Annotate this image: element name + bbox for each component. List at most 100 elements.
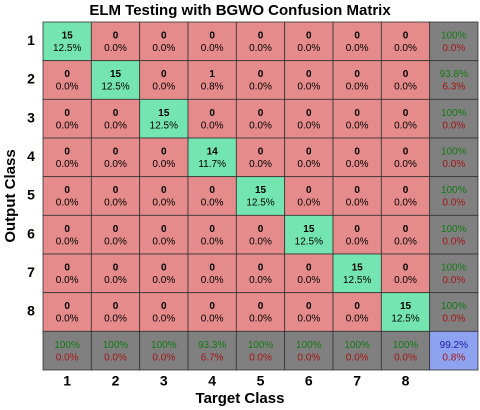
cell bbox=[332, 98, 382, 139]
cell bbox=[235, 176, 286, 216]
cell-value: 100% bbox=[54, 340, 80, 351]
cell-percent: 6.3% bbox=[442, 82, 465, 93]
cell-value: 0 bbox=[113, 263, 119, 274]
cell-value: 100% bbox=[441, 147, 467, 158]
x-tick-label: 8 bbox=[402, 373, 410, 389]
cell-percent: 0.0% bbox=[104, 352, 127, 363]
cell bbox=[139, 214, 189, 255]
cell bbox=[380, 21, 431, 62]
x-tick-label: 2 bbox=[112, 373, 120, 389]
cell-percent: 0.0% bbox=[249, 236, 272, 247]
cell bbox=[429, 21, 479, 62]
cell-value: 0 bbox=[161, 263, 167, 274]
x-tick-label: 6 bbox=[305, 373, 313, 389]
cell-percent: 0.0% bbox=[249, 314, 272, 325]
cell bbox=[429, 292, 479, 332]
cell-percent: 0.0% bbox=[56, 198, 79, 209]
cell-percent: 0.0% bbox=[56, 314, 79, 325]
cell bbox=[187, 176, 237, 216]
y-tick-label: 7 bbox=[27, 264, 35, 280]
cell bbox=[90, 253, 141, 294]
cell-percent: 0.0% bbox=[394, 275, 417, 286]
cell-value: 0 bbox=[403, 224, 409, 235]
cell-percent: 0.0% bbox=[346, 82, 369, 93]
cell-value: 0 bbox=[209, 224, 215, 235]
cell-value: 0 bbox=[64, 224, 70, 235]
cell-percent: 0.0% bbox=[152, 82, 175, 93]
cell-value: 0 bbox=[354, 31, 360, 42]
cell-percent: 0.0% bbox=[201, 120, 224, 131]
y-tick-label: 4 bbox=[27, 148, 35, 164]
cell bbox=[429, 98, 479, 139]
cell-value: 0 bbox=[113, 301, 119, 312]
cell-value: 93.3% bbox=[198, 340, 226, 351]
cell-value: 0 bbox=[209, 301, 215, 312]
cell-value: 100% bbox=[103, 340, 129, 351]
cell-percent: 0.0% bbox=[297, 82, 320, 93]
cell bbox=[380, 214, 431, 255]
cell-value: 0 bbox=[161, 31, 167, 42]
y-tick-label: 1 bbox=[27, 32, 35, 48]
cell-percent: 0.0% bbox=[56, 159, 79, 170]
cell-value: 0 bbox=[209, 108, 215, 119]
cell-percent: 0.0% bbox=[152, 43, 175, 54]
cell-value: 0 bbox=[209, 185, 215, 196]
cell-percent: 0.0% bbox=[442, 314, 465, 325]
cell-percent: 0.0% bbox=[201, 275, 224, 286]
cell-percent: 0.0% bbox=[442, 236, 465, 247]
cell-value: 0 bbox=[64, 185, 70, 196]
cell bbox=[42, 21, 92, 62]
cell-percent: 0.0% bbox=[249, 275, 272, 286]
cell bbox=[139, 292, 189, 332]
cell-percent: 0.0% bbox=[104, 275, 127, 286]
cell bbox=[187, 60, 237, 100]
cell bbox=[332, 137, 382, 178]
cell-percent: 0.0% bbox=[297, 43, 320, 54]
x-tick-label: 5 bbox=[257, 373, 265, 389]
cell bbox=[332, 330, 382, 371]
cell bbox=[429, 176, 479, 216]
cell-value: 0 bbox=[403, 108, 409, 119]
cell-value: 0 bbox=[161, 185, 167, 196]
cell-percent: 0.0% bbox=[201, 314, 224, 325]
cell bbox=[332, 214, 382, 255]
cell-percent: 0.0% bbox=[104, 43, 127, 54]
cell-percent: 12.5% bbox=[343, 275, 371, 286]
cell bbox=[380, 292, 431, 332]
cell-percent: 12.5% bbox=[246, 198, 274, 209]
cell-percent: 0.0% bbox=[56, 352, 79, 363]
cell-percent: 0.0% bbox=[297, 120, 320, 131]
cell-percent: 0.0% bbox=[442, 120, 465, 131]
cell bbox=[90, 330, 141, 371]
cell-percent: 0.0% bbox=[394, 43, 417, 54]
cell-value: 0 bbox=[209, 31, 215, 42]
cell bbox=[235, 98, 286, 139]
y-tick-label: 3 bbox=[27, 109, 35, 125]
cell-value: 0 bbox=[258, 31, 264, 42]
cell-percent: 0.0% bbox=[346, 120, 369, 131]
cell-percent: 0.0% bbox=[104, 314, 127, 325]
cell-value: 0 bbox=[258, 224, 264, 235]
y-tick-label: 8 bbox=[27, 303, 35, 319]
cell bbox=[380, 253, 431, 294]
cell bbox=[42, 330, 92, 371]
cell-value: 15 bbox=[400, 301, 412, 312]
cell-value: 100% bbox=[441, 185, 467, 196]
cell-value: 0 bbox=[403, 263, 409, 274]
x-tick-label: 4 bbox=[208, 373, 216, 389]
cell-value: 0 bbox=[403, 185, 409, 196]
cell-percent: 6.7% bbox=[201, 352, 224, 363]
cell-value: 0 bbox=[161, 147, 167, 158]
cell bbox=[139, 21, 189, 62]
cell-value: 0 bbox=[258, 69, 264, 80]
cell-percent: 0.0% bbox=[297, 352, 320, 363]
cell-value: 0 bbox=[161, 224, 167, 235]
cell-percent: 0.0% bbox=[297, 314, 320, 325]
cell-percent: 0.0% bbox=[56, 236, 79, 247]
cell-value: 0 bbox=[258, 147, 264, 158]
cell-percent: 11.7% bbox=[198, 159, 226, 170]
cell-value: 0 bbox=[113, 185, 119, 196]
cell-value: 15 bbox=[352, 263, 364, 274]
y-axis-label: Output Class bbox=[2, 149, 19, 242]
